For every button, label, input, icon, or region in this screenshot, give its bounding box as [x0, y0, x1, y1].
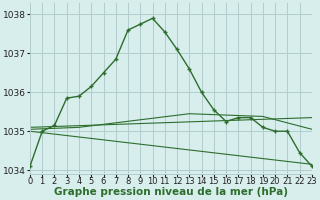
X-axis label: Graphe pression niveau de la mer (hPa): Graphe pression niveau de la mer (hPa) — [54, 187, 288, 197]
